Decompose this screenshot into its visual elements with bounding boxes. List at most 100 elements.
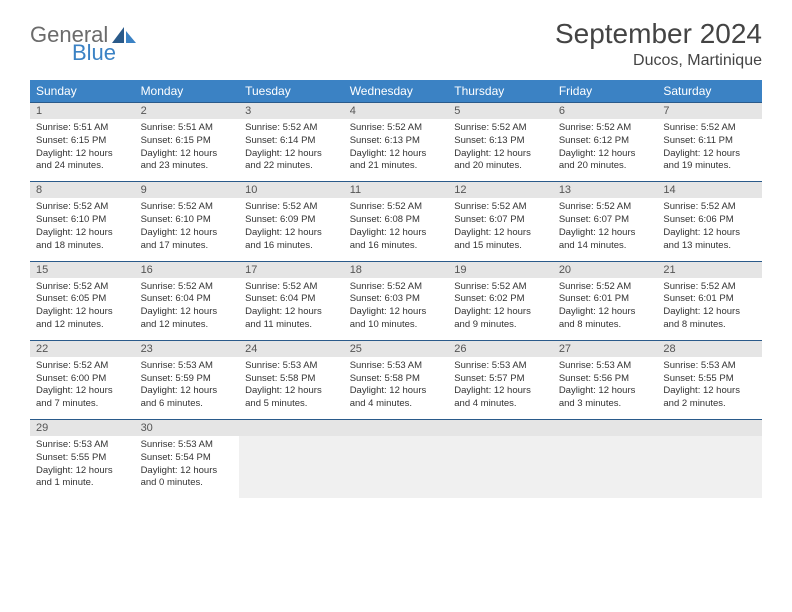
sunrise-text: Sunrise: 5:52 AM (350, 201, 443, 214)
day-number: 17 (239, 261, 344, 278)
daylight-text-1: Daylight: 12 hours (245, 227, 338, 240)
day-number: 7 (657, 103, 762, 120)
sunrise-text: Sunrise: 5:52 AM (454, 122, 547, 135)
sunrise-text: Sunrise: 5:52 AM (350, 122, 443, 135)
day-cell: Sunrise: 5:52 AMSunset: 6:01 PMDaylight:… (553, 278, 658, 341)
day-number: 29 (30, 420, 135, 437)
daylight-text-1: Daylight: 12 hours (663, 148, 756, 161)
daylight-text-2: and 20 minutes. (454, 160, 547, 173)
day-cell: Sunrise: 5:52 AMSunset: 6:03 PMDaylight:… (344, 278, 449, 341)
daylight-text-2: and 13 minutes. (663, 240, 756, 253)
day-number: 8 (30, 182, 135, 199)
daylight-text-1: Daylight: 12 hours (454, 385, 547, 398)
day-number (344, 420, 449, 437)
day-number: 9 (135, 182, 240, 199)
day-cell: Sunrise: 5:53 AMSunset: 5:58 PMDaylight:… (344, 357, 449, 420)
day-cell: Sunrise: 5:52 AMSunset: 6:06 PMDaylight:… (657, 198, 762, 261)
daylight-text-2: and 19 minutes. (663, 160, 756, 173)
day-cell: Sunrise: 5:52 AMSunset: 6:14 PMDaylight:… (239, 119, 344, 182)
daylight-text-1: Daylight: 12 hours (36, 465, 129, 478)
day-cell: Sunrise: 5:52 AMSunset: 6:01 PMDaylight:… (657, 278, 762, 341)
sunrise-text: Sunrise: 5:53 AM (141, 439, 234, 452)
day-number: 30 (135, 420, 240, 437)
day-number (553, 420, 658, 437)
weekday-header: Saturday (657, 80, 762, 103)
daylight-text-2: and 2 minutes. (663, 398, 756, 411)
sunrise-text: Sunrise: 5:52 AM (36, 201, 129, 214)
sunset-text: Sunset: 6:10 PM (36, 214, 129, 227)
sunrise-text: Sunrise: 5:53 AM (141, 360, 234, 373)
day-cell: Sunrise: 5:53 AMSunset: 5:57 PMDaylight:… (448, 357, 553, 420)
daylight-text-1: Daylight: 12 hours (454, 306, 547, 319)
daylight-text-1: Daylight: 12 hours (350, 148, 443, 161)
day-number (448, 420, 553, 437)
daylight-text-1: Daylight: 12 hours (454, 148, 547, 161)
day-number: 21 (657, 261, 762, 278)
sunrise-text: Sunrise: 5:51 AM (141, 122, 234, 135)
daylight-text-2: and 7 minutes. (36, 398, 129, 411)
sunrise-text: Sunrise: 5:52 AM (245, 122, 338, 135)
sunset-text: Sunset: 6:02 PM (454, 293, 547, 306)
sunset-text: Sunset: 5:58 PM (245, 373, 338, 386)
day-number-row: 22232425262728 (30, 340, 762, 357)
sunset-text: Sunset: 6:13 PM (350, 135, 443, 148)
location: Ducos, Martinique (555, 52, 762, 70)
day-data-row: Sunrise: 5:52 AMSunset: 6:05 PMDaylight:… (30, 278, 762, 341)
sunrise-text: Sunrise: 5:52 AM (245, 281, 338, 294)
day-cell (344, 436, 449, 498)
sunset-text: Sunset: 6:07 PM (454, 214, 547, 227)
daylight-text-1: Daylight: 12 hours (559, 306, 652, 319)
day-number-row: 1234567 (30, 103, 762, 120)
day-cell: Sunrise: 5:52 AMSunset: 6:13 PMDaylight:… (344, 119, 449, 182)
daylight-text-2: and 23 minutes. (141, 160, 234, 173)
daylight-text-1: Daylight: 12 hours (141, 385, 234, 398)
day-cell (239, 436, 344, 498)
sunrise-text: Sunrise: 5:53 AM (454, 360, 547, 373)
sunset-text: Sunset: 6:04 PM (245, 293, 338, 306)
daylight-text-2: and 1 minute. (36, 477, 129, 490)
day-cell: Sunrise: 5:53 AMSunset: 5:55 PMDaylight:… (657, 357, 762, 420)
daylight-text-2: and 6 minutes. (141, 398, 234, 411)
day-data-row: Sunrise: 5:52 AMSunset: 6:10 PMDaylight:… (30, 198, 762, 261)
day-number: 22 (30, 340, 135, 357)
sunrise-text: Sunrise: 5:52 AM (454, 201, 547, 214)
daylight-text-2: and 16 minutes. (350, 240, 443, 253)
day-cell: Sunrise: 5:52 AMSunset: 6:07 PMDaylight:… (448, 198, 553, 261)
sunset-text: Sunset: 6:04 PM (141, 293, 234, 306)
sunrise-text: Sunrise: 5:52 AM (141, 281, 234, 294)
daylight-text-1: Daylight: 12 hours (141, 465, 234, 478)
weekday-header: Sunday (30, 80, 135, 103)
sunrise-text: Sunrise: 5:52 AM (454, 281, 547, 294)
sunrise-text: Sunrise: 5:52 AM (245, 201, 338, 214)
day-number: 28 (657, 340, 762, 357)
weekday-header: Friday (553, 80, 658, 103)
daylight-text-1: Daylight: 12 hours (36, 385, 129, 398)
title-block: September 2024 Ducos, Martinique (555, 18, 762, 70)
weekday-header: Tuesday (239, 80, 344, 103)
calendar-table: Sunday Monday Tuesday Wednesday Thursday… (30, 80, 762, 498)
day-cell: Sunrise: 5:53 AMSunset: 5:55 PMDaylight:… (30, 436, 135, 498)
sunset-text: Sunset: 6:01 PM (663, 293, 756, 306)
daylight-text-1: Daylight: 12 hours (350, 227, 443, 240)
sunrise-text: Sunrise: 5:52 AM (559, 201, 652, 214)
calendar-page: General Blue September 2024 Ducos, Marti… (0, 0, 792, 518)
daylight-text-1: Daylight: 12 hours (141, 227, 234, 240)
sunrise-text: Sunrise: 5:52 AM (141, 201, 234, 214)
day-cell: Sunrise: 5:52 AMSunset: 6:08 PMDaylight:… (344, 198, 449, 261)
sunset-text: Sunset: 5:55 PM (663, 373, 756, 386)
day-number-row: 891011121314 (30, 182, 762, 199)
sunset-text: Sunset: 5:54 PM (141, 452, 234, 465)
sunset-text: Sunset: 5:59 PM (141, 373, 234, 386)
sunset-text: Sunset: 5:55 PM (36, 452, 129, 465)
day-cell: Sunrise: 5:52 AMSunset: 6:09 PMDaylight:… (239, 198, 344, 261)
day-cell: Sunrise: 5:52 AMSunset: 6:04 PMDaylight:… (239, 278, 344, 341)
day-number: 24 (239, 340, 344, 357)
day-cell: Sunrise: 5:52 AMSunset: 6:11 PMDaylight:… (657, 119, 762, 182)
daylight-text-2: and 9 minutes. (454, 319, 547, 332)
day-data-row: Sunrise: 5:51 AMSunset: 6:15 PMDaylight:… (30, 119, 762, 182)
sunrise-text: Sunrise: 5:52 AM (559, 122, 652, 135)
daylight-text-1: Daylight: 12 hours (245, 385, 338, 398)
daylight-text-1: Daylight: 12 hours (36, 148, 129, 161)
daylight-text-2: and 12 minutes. (36, 319, 129, 332)
daylight-text-2: and 4 minutes. (350, 398, 443, 411)
